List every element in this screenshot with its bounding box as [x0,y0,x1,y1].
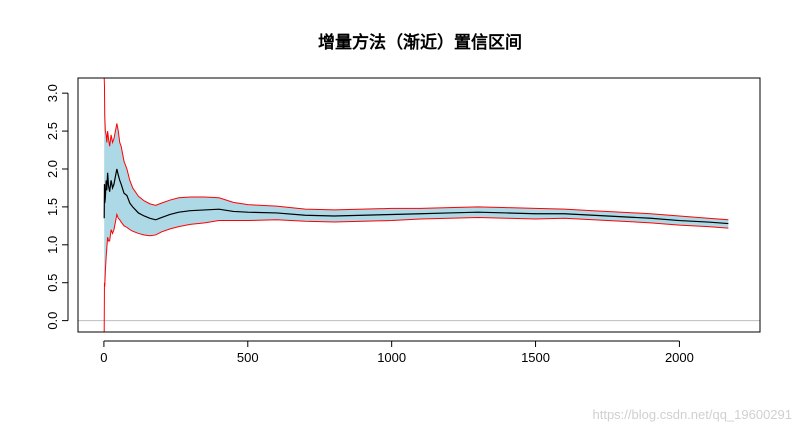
x-tick-label: 1500 [521,350,550,365]
lower-bound-line [103,212,729,333]
y-tick-label: 0.5 [45,274,60,292]
y-tick-label: 2.5 [45,122,60,140]
watermark: https://blog.csdn.net/qq_19600291 [592,407,793,422]
y-tick-label: 1.5 [45,198,60,216]
y-tick-label: 0.0 [45,312,60,330]
plot-area [78,77,760,333]
x-tick-label: 1000 [377,350,406,365]
upper-bound-line [103,77,729,221]
confidence-band [104,78,729,332]
y-tick-label: 2.0 [45,160,60,178]
x-tick-label: 2000 [665,350,694,365]
x-tick-label: 0 [100,350,107,365]
axes: 0 500 1000 1500 2000 0.0 0.5 1.0 1.5 2.0 2.5 3.0 [45,84,694,365]
y-tick-label: 1.0 [45,236,60,254]
y-tick-label: 3.0 [45,84,60,102]
estimate-line [103,168,729,225]
plot-frame [77,77,761,333]
x-tick-label: 500 [237,350,259,365]
chart-title: 增量方法（渐近）置信区间 [318,32,522,53]
